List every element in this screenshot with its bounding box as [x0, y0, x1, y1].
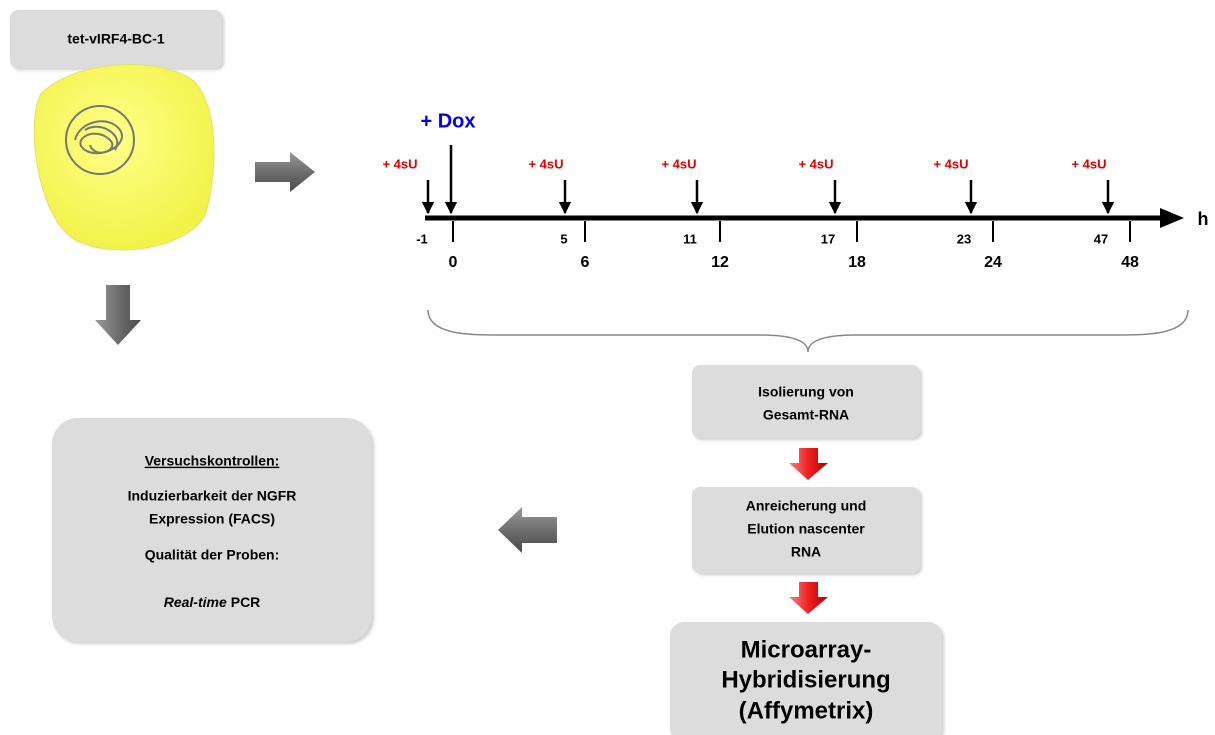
arrow-left [498, 507, 557, 553]
step-text: Hybridisierung [721, 666, 890, 693]
pulse-label: + 4sU [1071, 156, 1106, 171]
step-text: Elution nascenter [747, 521, 865, 537]
harvest-time: 18 [848, 254, 866, 271]
page: tet-vIRF4-BC-1 h + Dox + 4sU-1+ 4sU5+ 4s… [0, 0, 1215, 735]
pulse-time: 23 [957, 231, 971, 246]
arrow-right [255, 152, 315, 192]
step-text: (Affymetrix) [739, 697, 874, 724]
step-arrow [789, 582, 828, 614]
controls-line: Qualität der Proben: [145, 547, 280, 563]
pulse-time: 5 [560, 231, 567, 246]
controls-line: Induzierbarkeit der NGFR [128, 488, 297, 504]
pulse-time: 17 [821, 231, 835, 246]
step-text: Microarray- [741, 636, 872, 663]
pulse-time: 47 [1094, 231, 1108, 246]
pulses: + 4sU -1 + 4sU 5 + 4sU 11 + 4sU 17 + 4sU 23 + 4sU 4… [382, 156, 1139, 271]
step-text: Anreicherung und [746, 498, 867, 514]
harvest-time: 24 [984, 254, 1002, 271]
controls-normal: PCR [231, 594, 261, 610]
pulse-label: + 4sU [798, 156, 833, 171]
step-text: Isolierung von [758, 384, 854, 400]
step-box [692, 365, 920, 438]
pulse-time: -1 [416, 231, 428, 246]
harvest-time: 6 [581, 254, 590, 271]
pulse-label: + 4sU [528, 156, 563, 171]
brace [428, 310, 1188, 352]
pulse-label: + 4sU [933, 156, 968, 171]
dox-label: + Dox [420, 110, 475, 132]
harvest-time: 48 [1121, 254, 1139, 271]
diagram: tet-vIRF4-BC-1 h + Dox + 4sU-1+ 4sU5+ 4s… [0, 0, 1215, 735]
controls-heading: Versuchskontrollen: [145, 453, 280, 469]
unit-label: h [1198, 209, 1209, 229]
harvest-time: 12 [711, 254, 729, 271]
step-text: RNA [791, 544, 821, 560]
cell [34, 65, 214, 250]
pulse-label: + 4sU [382, 156, 417, 171]
harvest-time: 0 [449, 254, 458, 271]
pulse-time: 11 [683, 231, 697, 246]
arrow-down [95, 285, 141, 345]
header-title: tet-vIRF4-BC-1 [67, 31, 164, 47]
time-axis-arrow [1160, 208, 1184, 228]
step-arrow [789, 448, 828, 480]
step-text: Gesamt-RNA [763, 407, 849, 423]
pulse-label: + 4sU [661, 156, 696, 171]
controls-line: Expression (FACS) [149, 511, 275, 527]
controls-italic: Real-time [164, 594, 227, 610]
